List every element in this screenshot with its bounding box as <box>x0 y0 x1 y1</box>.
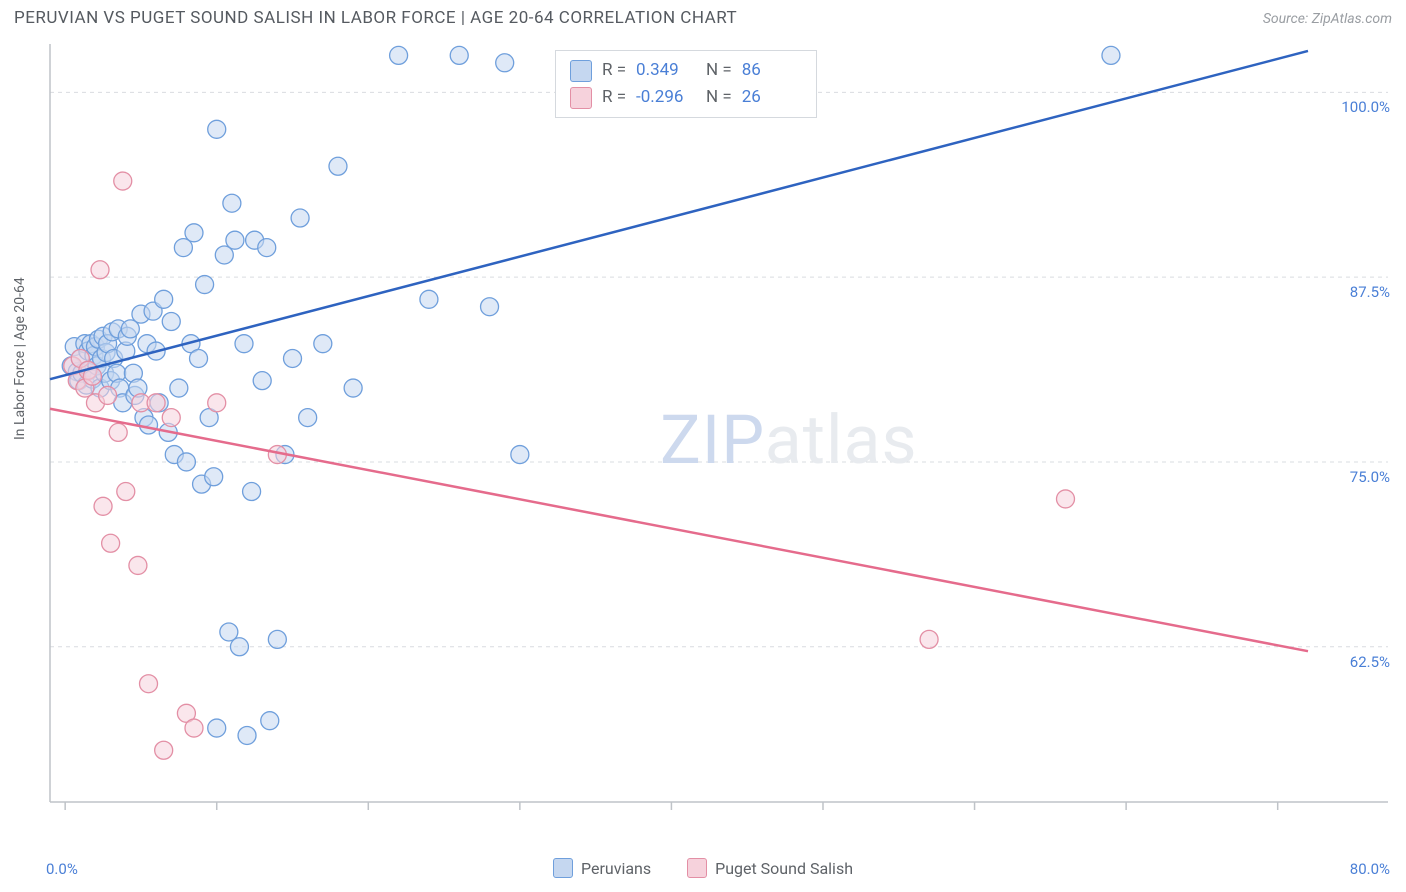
legend-swatch-icon <box>570 87 592 109</box>
n-label: N = <box>706 84 732 111</box>
correlation-legend-row: R = 0.349 N = 86 <box>570 57 802 84</box>
legend-swatch-icon <box>687 858 707 878</box>
y-tick-label: 87.5% <box>1350 283 1390 301</box>
n-label: N = <box>706 57 732 84</box>
series-legend-label: Puget Sound Salish <box>715 859 853 878</box>
r-label: R = <box>602 84 626 111</box>
legend-swatch-icon <box>570 60 592 82</box>
series-legend: Peruvians Puget Sound Salish <box>0 858 1406 882</box>
watermark-zip: ZIP <box>660 400 765 480</box>
r-value: 0.349 <box>636 57 696 84</box>
y-tick-label: 100.0% <box>1341 98 1390 116</box>
chart-header: PERUVIAN VS PUGET SOUND SALISH IN LABOR … <box>0 0 1406 34</box>
correlation-legend: R = 0.349 N = 86 R = -0.296 N = 26 <box>555 50 817 118</box>
y-tick-label: 62.5% <box>1350 653 1390 671</box>
chart-source: Source: ZipAtlas.com <box>1263 11 1392 27</box>
x-tick-label: 80.0% <box>1350 860 1390 878</box>
r-label: R = <box>602 57 626 84</box>
watermark: ZIPatlas <box>660 400 918 480</box>
y-tick-label: 75.0% <box>1350 468 1390 486</box>
legend-swatch-icon <box>553 858 573 878</box>
n-value: 26 <box>742 84 802 111</box>
x-tick-label: 0.0% <box>46 860 78 878</box>
watermark-atlas: atlas <box>765 400 918 480</box>
series-legend-item: Peruvians <box>553 858 651 878</box>
n-value: 86 <box>742 57 802 84</box>
y-axis-label: In Labor Force | Age 20-64 <box>12 277 28 440</box>
series-legend-item: Puget Sound Salish <box>687 858 853 878</box>
series-legend-label: Peruvians <box>581 859 651 878</box>
correlation-legend-row: R = -0.296 N = 26 <box>570 84 802 111</box>
chart-title: PERUVIAN VS PUGET SOUND SALISH IN LABOR … <box>14 8 737 28</box>
r-value: -0.296 <box>636 84 696 111</box>
